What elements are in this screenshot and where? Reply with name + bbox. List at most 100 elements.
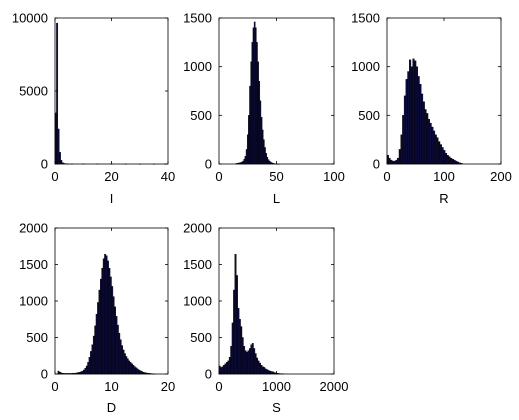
y-tick-label: 0 — [205, 367, 212, 382]
histogram-bar — [417, 76, 420, 165]
histogram-bar — [395, 159, 398, 165]
histogram-bar — [81, 370, 84, 375]
histogram-bar — [121, 345, 123, 375]
histogram-bar — [407, 71, 410, 165]
histogram-bar — [224, 363, 227, 375]
histogram-bar — [424, 109, 427, 165]
histogram-bar — [412, 58, 415, 165]
histogram-bar — [119, 339, 122, 375]
histogram-bar — [236, 275, 238, 375]
x-axis-label: D — [107, 400, 116, 415]
x-tick-label: 200 — [490, 169, 512, 184]
histogram-bar — [427, 119, 430, 165]
histogram-bar — [256, 357, 259, 375]
histogram-bar — [429, 122, 432, 165]
histogram-bar — [124, 353, 126, 375]
histogram-bar — [439, 144, 442, 165]
histogram-bar — [253, 348, 256, 375]
histogram-bar — [238, 319, 241, 375]
histogram-bar — [109, 276, 112, 375]
histogram-bar — [132, 365, 135, 375]
histogram-bar — [241, 337, 244, 375]
y-tick-label: 0 — [373, 157, 380, 172]
y-tick-label: 1500 — [183, 257, 212, 272]
x-axis-label: I — [110, 191, 114, 206]
histogram-bar — [57, 370, 60, 375]
histogram-bar — [426, 113, 429, 165]
histogram-bar — [422, 101, 425, 165]
histogram-bar — [138, 369, 140, 375]
histogram-bar — [441, 147, 444, 165]
x-tick-label: 0 — [51, 169, 58, 184]
histogram-bar — [114, 306, 116, 375]
histogram-bar — [99, 278, 102, 375]
histogram-bar — [221, 366, 224, 375]
histogram-bar — [397, 157, 400, 165]
histogram-bar — [136, 368, 139, 375]
histogram-bar — [247, 350, 250, 375]
histogram-bar — [248, 348, 251, 375]
histogram-bar — [59, 152, 61, 165]
y-tick-label: 500 — [190, 108, 212, 123]
histogram-bar — [434, 134, 437, 165]
histogram-panel-D: 0 10 20 0 500 1000 1500 2000 D — [19, 221, 175, 416]
y-tick-label: 0 — [205, 157, 212, 172]
histogram-bar — [56, 22, 59, 165]
histogram-bar — [98, 289, 101, 375]
histogram-bar — [400, 134, 403, 165]
x-tick-label: 0 — [383, 169, 390, 184]
histogram-bar — [436, 137, 439, 165]
histogram-bar — [102, 258, 105, 375]
histogram-bar — [409, 59, 412, 165]
histogram-bar — [415, 66, 418, 165]
histogram-bar — [230, 346, 233, 375]
x-tick-label: 1000 — [262, 379, 291, 394]
histogram-bar — [388, 157, 391, 165]
histogram-bar — [87, 362, 90, 375]
histogram-bar — [60, 160, 63, 165]
x-axis-label: R — [439, 191, 448, 206]
histogram-bar — [220, 367, 223, 375]
y-tick-label: 500 — [26, 330, 48, 345]
histogram-panel-R: 0 100 200 0 500 1000 1500 R — [351, 11, 512, 207]
x-tick-label: 40 — [161, 169, 175, 184]
histogram-bar — [431, 126, 434, 165]
histogram-bar — [261, 366, 264, 375]
histogram-bar — [402, 115, 405, 165]
histogram-bar — [393, 160, 396, 165]
histogram-bar — [116, 324, 119, 375]
histogram-bar — [225, 362, 228, 375]
histogram-bar — [105, 255, 108, 375]
histogram-bar — [448, 156, 451, 165]
histogram-bar — [410, 66, 413, 165]
histogram-bar — [419, 83, 422, 165]
histogram-bar — [453, 159, 456, 165]
histogram-bar — [128, 360, 131, 375]
y-tick-label: 0 — [41, 157, 48, 172]
y-tick-label: 1000 — [183, 294, 212, 309]
histogram-bar — [390, 159, 393, 165]
histogram-bar — [450, 157, 453, 165]
histogram-bar — [118, 332, 121, 375]
y-tick-label: 1500 — [19, 257, 48, 272]
histogram-bar — [405, 79, 408, 165]
histogram-bar — [446, 155, 449, 165]
histogram-bar — [133, 366, 136, 375]
histogram-bar — [266, 369, 269, 375]
histogram-bar — [438, 141, 441, 165]
histogram-bar — [251, 343, 254, 375]
histogram-bar — [95, 313, 98, 375]
histogram-bar — [398, 149, 401, 165]
histogram-bar — [455, 160, 458, 165]
x-tick-label: 0 — [215, 379, 222, 394]
histogram-bar — [135, 367, 138, 375]
y-tick-label: 1000 — [19, 294, 48, 309]
histogram-bar — [254, 353, 257, 375]
histogram-bar — [104, 254, 107, 375]
histogram-bar — [233, 289, 236, 375]
x-tick-label: 50 — [269, 169, 283, 184]
histogram-bar — [223, 365, 225, 375]
histogram-bar — [231, 322, 234, 375]
y-tick-label: 10000 — [12, 11, 48, 26]
